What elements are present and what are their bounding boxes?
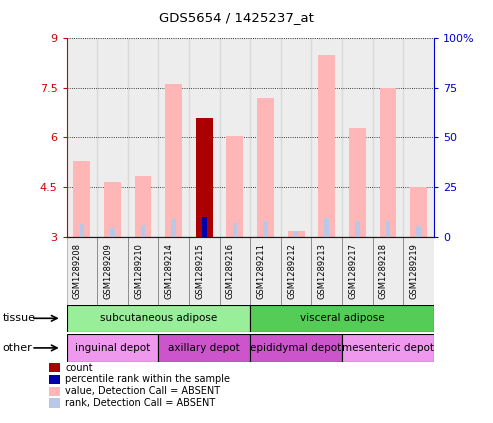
- Bar: [67, 305, 250, 332]
- Bar: [403, 237, 434, 309]
- Bar: [158, 334, 250, 362]
- Text: GSM1289210: GSM1289210: [134, 243, 143, 299]
- Text: subcutaneous adipose: subcutaneous adipose: [100, 313, 217, 323]
- Bar: [342, 334, 434, 362]
- Text: value, Detection Call = ABSENT: value, Detection Call = ABSENT: [65, 386, 220, 396]
- Bar: [410, 187, 427, 237]
- Bar: [226, 136, 244, 237]
- Bar: [158, 237, 189, 309]
- Text: inguinal depot: inguinal depot: [75, 343, 150, 353]
- Text: GSM1289213: GSM1289213: [317, 243, 327, 299]
- Bar: [128, 237, 158, 309]
- Bar: [104, 182, 121, 237]
- Bar: [165, 85, 182, 237]
- Bar: [172, 219, 176, 237]
- Bar: [79, 224, 84, 237]
- Bar: [158, 38, 189, 237]
- Bar: [250, 305, 434, 332]
- Bar: [250, 334, 342, 362]
- Bar: [403, 38, 434, 237]
- Bar: [67, 38, 97, 237]
- Bar: [380, 88, 396, 237]
- Bar: [373, 38, 403, 237]
- Bar: [312, 237, 342, 309]
- Text: GDS5654 / 1425237_at: GDS5654 / 1425237_at: [159, 11, 314, 24]
- Text: GSM1289215: GSM1289215: [195, 243, 204, 299]
- Bar: [281, 38, 312, 237]
- Text: other: other: [2, 343, 32, 353]
- Bar: [189, 237, 219, 309]
- Text: mesenteric depot: mesenteric depot: [342, 343, 434, 353]
- Bar: [281, 237, 312, 309]
- Text: count: count: [65, 363, 93, 373]
- Bar: [233, 223, 237, 237]
- Bar: [257, 98, 274, 237]
- Bar: [250, 237, 281, 309]
- Bar: [67, 334, 158, 362]
- Text: GSM1289208: GSM1289208: [73, 243, 82, 299]
- Bar: [219, 237, 250, 309]
- Bar: [355, 221, 360, 237]
- Text: GSM1289211: GSM1289211: [256, 243, 266, 299]
- Bar: [135, 176, 151, 237]
- Text: rank, Detection Call = ABSENT: rank, Detection Call = ABSENT: [65, 398, 215, 408]
- Bar: [386, 221, 390, 237]
- Bar: [196, 118, 212, 237]
- Bar: [349, 128, 366, 237]
- Bar: [312, 38, 342, 237]
- Bar: [318, 55, 335, 237]
- Bar: [294, 231, 298, 237]
- Text: visceral adipose: visceral adipose: [300, 313, 385, 323]
- Text: GSM1289219: GSM1289219: [410, 243, 419, 299]
- Text: GSM1289216: GSM1289216: [226, 243, 235, 299]
- Text: tissue: tissue: [2, 313, 35, 323]
- Bar: [263, 221, 268, 237]
- Text: percentile rank within the sample: percentile rank within the sample: [65, 374, 230, 385]
- Bar: [342, 38, 373, 237]
- Bar: [416, 226, 421, 237]
- Bar: [342, 237, 373, 309]
- Bar: [110, 228, 115, 237]
- Bar: [128, 38, 158, 237]
- Text: GSM1289212: GSM1289212: [287, 243, 296, 299]
- Bar: [373, 237, 403, 309]
- Bar: [189, 38, 219, 237]
- Bar: [202, 217, 207, 237]
- Bar: [73, 161, 90, 237]
- Bar: [324, 218, 329, 237]
- Text: epididymal depot: epididymal depot: [250, 343, 342, 353]
- Bar: [97, 38, 128, 237]
- Bar: [219, 38, 250, 237]
- Text: GSM1289218: GSM1289218: [379, 243, 388, 299]
- Text: GSM1289214: GSM1289214: [165, 243, 174, 299]
- Text: GSM1289217: GSM1289217: [349, 243, 357, 299]
- Text: axillary depot: axillary depot: [169, 343, 240, 353]
- Bar: [141, 225, 145, 237]
- Bar: [67, 237, 97, 309]
- Bar: [250, 38, 281, 237]
- Text: GSM1289209: GSM1289209: [104, 243, 112, 299]
- Bar: [288, 231, 305, 237]
- Bar: [97, 237, 128, 309]
